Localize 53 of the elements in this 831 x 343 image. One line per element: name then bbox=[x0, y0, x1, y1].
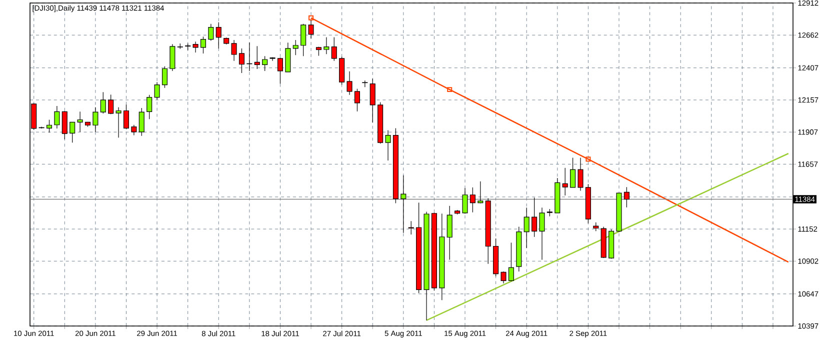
candlestick bbox=[292, 40, 298, 56]
candlestick bbox=[331, 36, 337, 62]
candlestick bbox=[46, 119, 52, 133]
candlestick bbox=[116, 106, 122, 138]
point bbox=[447, 87, 452, 92]
candlestick bbox=[54, 106, 60, 129]
candlestick bbox=[539, 207, 545, 260]
candlestick bbox=[208, 24, 214, 42]
candlestick bbox=[285, 42, 291, 72]
candlestick bbox=[131, 124, 137, 136]
candlestick bbox=[231, 40, 237, 62]
candlestick bbox=[138, 108, 144, 136]
candlestick bbox=[478, 181, 484, 204]
candlestick bbox=[170, 44, 176, 72]
candlestick bbox=[532, 197, 538, 238]
candlestick bbox=[200, 36, 206, 54]
candlestick bbox=[162, 66, 168, 88]
candlestick bbox=[62, 110, 68, 140]
candlestick bbox=[624, 186, 630, 208]
candlestick bbox=[500, 271, 506, 284]
candlestick bbox=[100, 92, 106, 114]
candlestick bbox=[123, 104, 130, 130]
candlestick bbox=[408, 220, 414, 235]
candlestick bbox=[92, 106, 98, 132]
candlestick bbox=[216, 22, 222, 49]
candlestick bbox=[146, 94, 152, 120]
candlestick bbox=[108, 94, 114, 114]
candlestick bbox=[570, 157, 576, 188]
candlestick bbox=[354, 88, 360, 112]
candlestick bbox=[470, 187, 476, 213]
candlestick bbox=[339, 56, 345, 86]
candlestick bbox=[277, 57, 283, 84]
candlestick bbox=[262, 56, 268, 72]
candlestick bbox=[462, 188, 468, 214]
candlestick bbox=[238, 48, 244, 74]
candlestick bbox=[524, 207, 530, 248]
candlestick bbox=[192, 41, 198, 53]
candlestick bbox=[346, 71, 352, 96]
candlestick bbox=[562, 168, 568, 196]
candlestick bbox=[77, 111, 83, 132]
candlestick bbox=[508, 242, 514, 282]
candlestick bbox=[254, 46, 260, 70]
candlestick bbox=[300, 24, 306, 56]
candlestick bbox=[370, 78, 376, 123]
candlestick bbox=[270, 56, 276, 62]
candlestick bbox=[154, 82, 160, 100]
candlestick bbox=[446, 206, 452, 260]
candlestick bbox=[324, 36, 330, 54]
candlestick bbox=[385, 130, 391, 161]
candlestick bbox=[578, 157, 584, 192]
candlestick bbox=[70, 122, 76, 143]
candlestick bbox=[400, 175, 406, 234]
point bbox=[586, 156, 591, 162]
